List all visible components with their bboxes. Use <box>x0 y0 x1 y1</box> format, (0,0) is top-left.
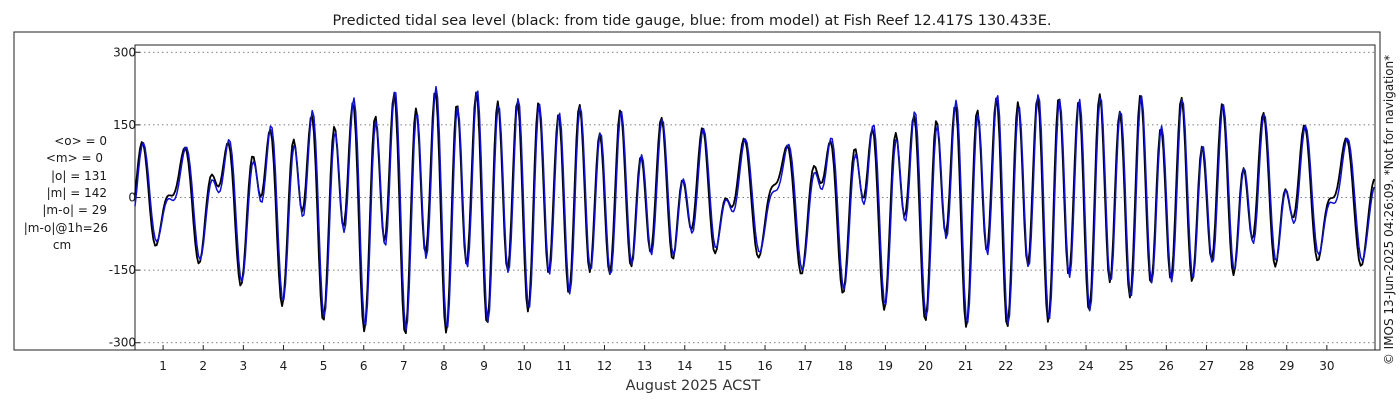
x-tick-label: 6 <box>360 359 368 373</box>
y-tick-label: -300 <box>109 336 136 350</box>
x-tick-label: 22 <box>998 359 1013 373</box>
x-tick-label: 8 <box>440 359 448 373</box>
x-tick-label: 21 <box>958 359 973 373</box>
y-tick-label: 0 <box>128 191 136 205</box>
y-tick-label: 150 <box>113 118 136 132</box>
x-tick-label: 14 <box>677 359 692 373</box>
x-axis: 1 2 3 4 5 6 7 8 9 10 11 12 13 14 15 16 17 18 19 20 21 22 23 24 2… <box>159 345 1334 373</box>
x-tick-label: 20 <box>918 359 933 373</box>
stat-mean-obs: <o> = 0 <box>54 134 107 148</box>
plot-frame <box>134 44 1376 351</box>
y-tick-label: -150 <box>109 263 136 277</box>
stat-mean-model: <m> = 0 <box>46 151 103 165</box>
x-tick-label: 16 <box>757 359 772 373</box>
x-tick-label: 11 <box>557 359 572 373</box>
x-tick-label: 29 <box>1279 359 1294 373</box>
x-tick-label: 4 <box>280 359 288 373</box>
x-tick-label: 2 <box>199 359 207 373</box>
x-tick-label: 24 <box>1078 359 1093 373</box>
x-tick-label: 27 <box>1199 359 1214 373</box>
x-tick-label: 23 <box>1038 359 1053 373</box>
x-tick-label: 30 <box>1319 359 1334 373</box>
stats-panel: <o> = 0 <m> = 0 |o| = 131 |m| = 142 |m-o… <box>24 134 108 252</box>
x-tick-label: 7 <box>400 359 408 373</box>
series-line-model <box>134 85 1375 332</box>
x-tick-label: 19 <box>878 359 893 373</box>
stat-abs-obs: |o| = 131 <box>51 169 107 183</box>
x-tick-label: 13 <box>637 359 652 373</box>
y-axis: -300 -150 0 150 300 <box>109 45 140 350</box>
series-group <box>134 85 1375 335</box>
stat-abs-diff: |m-o| = 29 <box>42 203 107 217</box>
x-tick-label: 3 <box>240 359 248 373</box>
stat-abs-model: |m| = 142 <box>47 186 107 200</box>
chart-title: Predicted tidal sea level (black: from t… <box>333 13 1052 29</box>
stat-abs-diff-1h: |m-o|@1h=26 <box>24 221 108 235</box>
x-axis-label: August 2025 ACST <box>626 378 761 394</box>
x-tick-label: 10 <box>517 359 532 373</box>
x-tick-label: 12 <box>597 359 612 373</box>
x-tick-label: 9 <box>480 359 488 373</box>
x-tick-label: 1 <box>159 359 167 373</box>
y-tick-label: 300 <box>113 45 136 59</box>
copyright-note: © IMOS 13-Jun-2025 04:26:09. *Not for na… <box>1382 55 1396 365</box>
x-tick-label: 15 <box>717 359 732 373</box>
x-tick-label: 17 <box>798 359 813 373</box>
x-tick-label: 28 <box>1239 359 1254 373</box>
x-tick-label: 26 <box>1159 359 1174 373</box>
x-tick-label: 5 <box>320 359 328 373</box>
stat-unit: cm <box>53 238 71 252</box>
x-tick-label: 18 <box>838 359 853 373</box>
x-tick-label: 25 <box>1119 359 1134 373</box>
